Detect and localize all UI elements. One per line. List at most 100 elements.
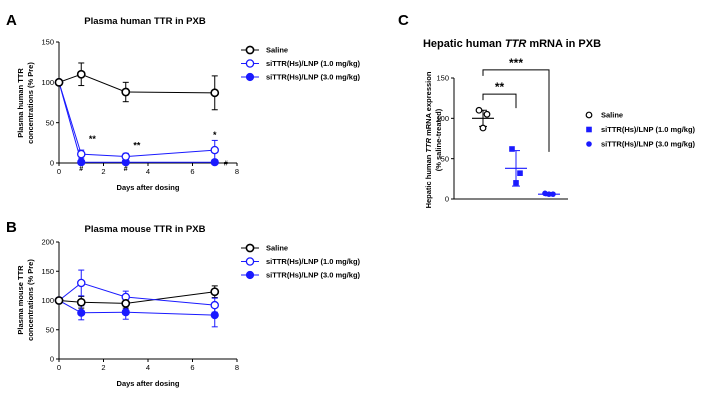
panel-c-axes: 0 50 100 150 [436, 74, 568, 204]
panel-a-x-tick-label: 6 [190, 167, 194, 176]
panel-c-legend-marker-3 [586, 141, 592, 147]
panel-b-x-tick-label: 8 [235, 363, 239, 372]
panel-c-ylabel-line2: (% saline-treated) [434, 108, 443, 171]
panel-a-annotation: ** [133, 140, 141, 150]
panel-c-point [475, 106, 483, 114]
panel-c-point [513, 180, 519, 186]
panel-b-point-s1 [76, 297, 86, 307]
panel-a-y-tick-label: 100 [41, 78, 54, 87]
panel-c-title: Hepatic human TTR mRNA in PXB [423, 38, 601, 50]
panel-a-legend-marker-1 [245, 45, 255, 55]
panel-b-title: Plasma mouse TTR in PXB [85, 224, 206, 235]
panel-b-series-line-2 [58, 282, 215, 306]
panel-c-ylabel-line1: Hepatic human TTR mRNA expression [424, 71, 433, 208]
panel-c-ylabel-part3: mRNA expression [424, 71, 433, 138]
panel-c-legend-marker-2 [586, 126, 592, 133]
panel-a-y-tick-label: 150 [41, 38, 54, 47]
panel-b-legend-label-1: Saline [266, 244, 288, 253]
panel-letter-c: C [398, 12, 409, 29]
panel-a-point-s3 [210, 158, 219, 167]
panel-a-x-tick-label: 0 [57, 167, 61, 176]
panel-c-point [550, 191, 556, 197]
panel-c-ylabel-part2: TTR [424, 137, 433, 152]
panel-c-y-tick-label: 50 [441, 154, 449, 163]
panel-a-legend-marker-3 [245, 72, 255, 82]
panel-b-y-tick-label: 100 [41, 296, 54, 305]
panel-b-legend-label-2: siTTR(Hs)/LNP (1.0 mg/kg) [266, 257, 361, 266]
panel-a-annotation: # [224, 160, 228, 167]
panel-c-legend-label-1: Saline [601, 111, 623, 120]
panel-a-point-s1 [54, 77, 64, 87]
panel-a-legend-marker-2 [245, 59, 255, 68]
panel-c-title-part3: mRNA in PXB [526, 38, 601, 50]
panel-a-x-tick-label: 4 [146, 167, 150, 176]
panel-a-ylabel-line1: Plasma human TTR [16, 68, 25, 138]
panel-b-legend: Saline siTTR(Hs)/LNP (1.0 mg/kg) siTTR(Hs)… [241, 243, 361, 280]
panel-b-point-s1 [121, 299, 131, 308]
panel-b-series-line-3 [58, 300, 215, 316]
panel-c-y-tick-label: 150 [436, 74, 449, 83]
panel-c-ylabel-part1: Hepatic human [424, 153, 433, 209]
panel-a-point-s2 [77, 149, 86, 159]
panel-a-legend: Saline siTTR(Hs)/LNP (1.0 mg/kg) siTTR(Hs)… [241, 45, 361, 82]
panel-a-series-line-2 [58, 82, 215, 158]
panel-c-point [546, 191, 552, 197]
panel-b-x-tick-label: 4 [146, 363, 150, 372]
panel-b-y-tick-label: 200 [41, 238, 54, 247]
panel-b-legend-marker-2 [245, 257, 255, 266]
panel-b-marks [54, 269, 220, 328]
panel-b-y-tick-label: 150 [41, 267, 54, 276]
panel-b-legend-marker-1 [245, 243, 255, 253]
panel-a-xlabel: Days after dosing [117, 183, 180, 192]
panel-c-significance-bracket [482, 93, 517, 109]
panel-b-point-s1 [210, 287, 220, 297]
panel-b-y-tick-label: 50 [46, 325, 54, 334]
panel-b-x-tick-label: 6 [190, 363, 194, 372]
panel-c-marks: ***** [472, 56, 560, 197]
panel-b-chart: Plasma mouse TTR in PXB 0 50 100 150 200 0 2 4 6… [16, 224, 361, 388]
panel-b-point-s3 [77, 308, 86, 317]
panel-c-y-tick-label: 0 [445, 195, 449, 204]
panel-c-point [483, 110, 491, 118]
panel-a-y-tick-label: 50 [46, 118, 54, 127]
panel-c-legend-label-2: siTTR(Hs)/LNP (1.0 mg/kg) [601, 125, 696, 134]
panel-a-annotation: # [79, 166, 83, 173]
panel-a-annotation: # [124, 166, 128, 173]
panel-letter-b: B [6, 219, 17, 236]
panel-a-title: Plasma human TTR in PXB [84, 16, 206, 27]
panel-c-legend-marker-1 [585, 111, 593, 119]
panel-a-series-line-1 [58, 73, 215, 94]
panel-c-y-tick-label: 100 [436, 114, 449, 123]
panel-c-point [517, 170, 523, 176]
panel-a-point-s1 [210, 88, 220, 98]
panel-b-legend-label-3: siTTR(Hs)/LNP (3.0 mg/kg) [266, 271, 361, 280]
panel-b-ylabel-line1: Plasma mouse TTR [16, 265, 25, 335]
panel-b-point-s2 [210, 300, 219, 310]
panel-a-x-tick-label: 8 [235, 167, 239, 176]
panel-b-legend-marker-3 [245, 270, 255, 280]
panel-c-point [509, 146, 515, 152]
panel-a-point-s1 [121, 87, 131, 97]
panel-a-marks: ** # ** # * # [54, 62, 228, 173]
panel-a-point-s1 [76, 69, 86, 79]
panel-a-annotation: * [213, 130, 217, 140]
panel-b-point-s2 [77, 278, 86, 288]
panel-c-legend-label-3: siTTR(Hs)/LNP (3.0 mg/kg) [601, 140, 696, 149]
panel-a-legend-label-2: siTTR(Hs)/LNP (1.0 mg/kg) [266, 59, 361, 68]
panel-b-ylabel-line2: concentrations (% Pre) [26, 259, 35, 341]
panel-c-significance-label: *** [509, 56, 523, 70]
panel-b-point-s1 [54, 296, 64, 305]
panel-a-legend-label-3: siTTR(Hs)/LNP (3.0 mg/kg) [266, 73, 361, 82]
panel-b-xlabel: Days after dosing [117, 379, 180, 388]
panel-a-chart: Plasma human TTR in PXB 0 50 100 150 0 2 4 6 8 *… [16, 16, 361, 192]
panel-a-y-tick-label: 0 [50, 159, 54, 168]
panel-a-x-tick-label: 2 [101, 167, 105, 176]
panel-c-significance-bracket [482, 69, 550, 152]
panel-c-title-part1: Hepatic human [423, 38, 505, 50]
panel-a-axes: 0 50 100 150 0 2 4 6 8 [41, 38, 239, 176]
panel-a-point-s2 [210, 145, 219, 155]
panel-c-point [479, 124, 487, 132]
panel-c-title-part2: TTR [505, 38, 526, 50]
panel-letter-a: A [6, 12, 17, 29]
